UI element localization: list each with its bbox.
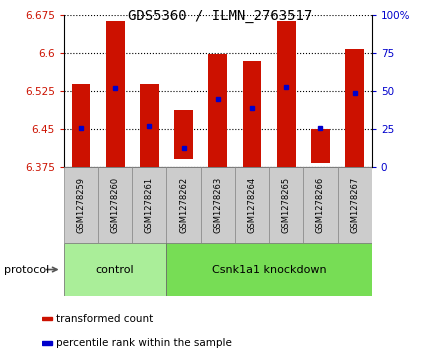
Text: GSM1278261: GSM1278261 [145, 177, 154, 233]
Text: protocol: protocol [4, 265, 50, 274]
Text: control: control [96, 265, 135, 274]
Bar [269, 167, 303, 243]
Bar [132, 167, 166, 243]
Bar [209, 54, 227, 167]
Bar [64, 243, 166, 296]
Bar [42, 341, 52, 345]
Bar [166, 167, 201, 243]
Text: GSM1278266: GSM1278266 [316, 177, 325, 233]
Bar [303, 167, 337, 243]
Bar [277, 21, 296, 167]
Bar [235, 167, 269, 243]
Text: GSM1278260: GSM1278260 [110, 177, 120, 233]
Bar [106, 21, 125, 167]
Bar [71, 84, 90, 167]
Text: GSM1278263: GSM1278263 [213, 177, 222, 233]
Bar [98, 167, 132, 243]
Text: GSM1278265: GSM1278265 [282, 177, 291, 233]
Text: GSM1278267: GSM1278267 [350, 177, 359, 233]
Bar [166, 243, 372, 296]
Bar [242, 61, 261, 167]
Bar [345, 49, 364, 167]
Bar [64, 167, 98, 243]
Text: transformed count: transformed count [56, 314, 153, 323]
Bar [140, 84, 159, 167]
Text: GDS5360 / ILMN_2763517: GDS5360 / ILMN_2763517 [128, 9, 312, 23]
Bar [42, 317, 52, 320]
Bar [201, 167, 235, 243]
Text: GSM1278264: GSM1278264 [248, 177, 257, 233]
Bar [337, 167, 372, 243]
Bar [311, 129, 330, 163]
Text: GSM1278262: GSM1278262 [179, 177, 188, 233]
Text: Csnk1a1 knockdown: Csnk1a1 knockdown [212, 265, 326, 274]
Bar [174, 110, 193, 159]
Text: percentile rank within the sample: percentile rank within the sample [56, 338, 232, 348]
Text: GSM1278259: GSM1278259 [77, 177, 85, 233]
